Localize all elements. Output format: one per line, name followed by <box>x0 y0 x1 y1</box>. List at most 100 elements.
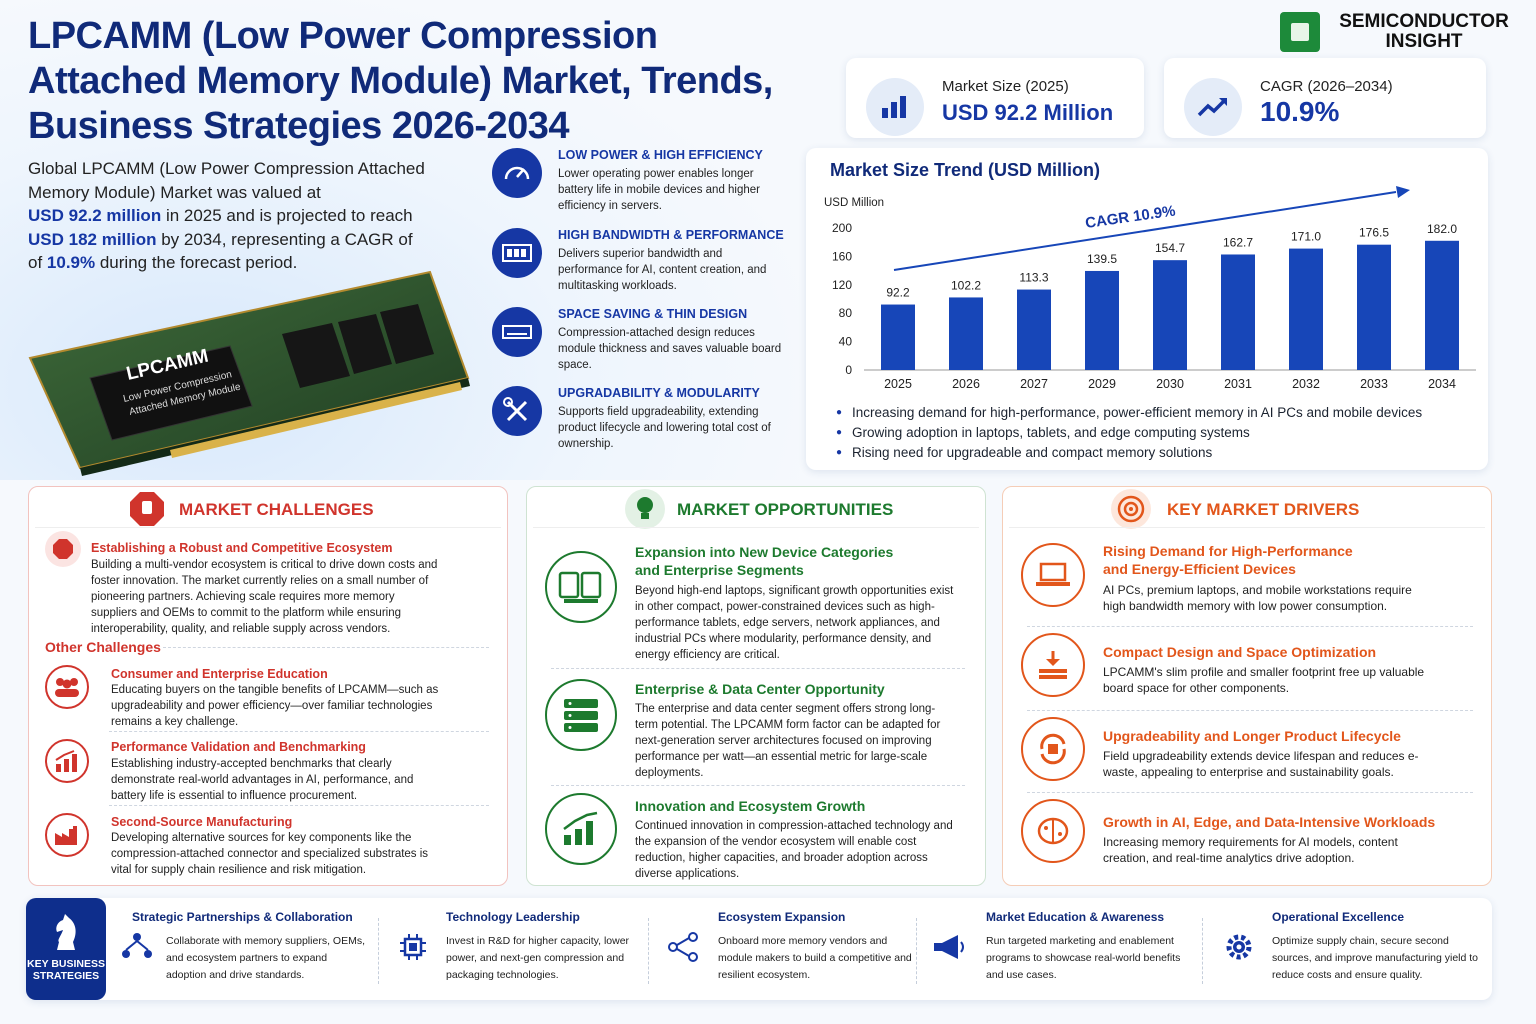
data-label: 92.2 <box>886 286 910 300</box>
bar <box>1289 248 1323 370</box>
data-label: 182.0 <box>1427 222 1457 236</box>
x-tick-label: 2030 <box>1156 377 1184 391</box>
logo-line-2: INSIGHT <box>1385 31 1463 52</box>
y-tick-label: 120 <box>832 278 852 292</box>
memory-icon <box>492 228 542 278</box>
devices-icon <box>545 551 617 623</box>
ecosystem-nodes-icon <box>666 930 700 964</box>
feature-title: SPACE SAVING & THIN DESIGN <box>558 307 748 321</box>
bar <box>1153 260 1187 370</box>
y-tick-label: 200 <box>832 221 852 235</box>
driver-desc: Field upgradeability extends device life… <box>1103 749 1419 779</box>
compress-icon <box>1021 633 1085 697</box>
strategy-desc: Run targeted marketing and enablement pr… <box>986 935 1181 981</box>
server-rack-icon <box>545 679 617 751</box>
driver-desc: Increasing memory requirements for AI mo… <box>1103 835 1398 865</box>
key-strategies-badge: KEY BUSINESS STRATEGIES <box>26 898 106 1000</box>
bar <box>1221 254 1255 370</box>
x-tick-label: 2034 <box>1428 377 1456 391</box>
feature-title: UPGRADABILITY & MODULARITY <box>558 386 760 400</box>
strategy-title: Ecosystem Expansion <box>718 910 846 924</box>
intro-paragraph: Global LPCAMM (Low Power Compression Att… <box>28 159 425 272</box>
data-label: 171.0 <box>1291 230 1321 244</box>
data-label: 139.5 <box>1087 252 1117 266</box>
ai-brain-icon <box>1021 799 1085 863</box>
factory-icon <box>45 813 89 857</box>
bar <box>1357 244 1391 370</box>
lightbulb-icon <box>625 489 665 529</box>
opportunities-panel: MARKET OPPORTUNITIES Expansion into New … <box>526 486 986 886</box>
driver-desc: AI PCs, premium laptops, and mobile work… <box>1103 583 1412 613</box>
feature-desc: Lower operating power enables longer bat… <box>558 168 761 212</box>
stat-label-market-size: Market Size (2025) <box>942 78 1069 95</box>
speedometer-icon <box>492 148 542 198</box>
megaphone-icon <box>932 930 966 964</box>
strategy-desc: Collaborate with memory suppliers, OEMs,… <box>166 935 365 981</box>
opportunity-desc: The enterprise and data center segment o… <box>635 703 941 779</box>
challenges-panel: MARKET CHALLENGES Establishing a Robust … <box>28 486 508 886</box>
feature-title: LOW POWER & HIGH EFFICIENCY <box>558 148 763 162</box>
chart-bullet: Rising need for upgradeable and compact … <box>836 445 1212 460</box>
strategy-title: Strategic Partnerships & Collaboration <box>132 910 353 924</box>
x-tick-label: 2029 <box>1088 377 1116 391</box>
stat-card-cagr: CAGR (2026–2034) 10.9% <box>1164 58 1486 138</box>
chart-title: Market Size Trend (USD Million) <box>830 160 1101 180</box>
feature-upgradability: UPGRADABILITY & MODULARITY Supports fiel… <box>492 386 792 458</box>
chart-bullet: Increasing demand for high-performance, … <box>836 405 1422 420</box>
laptop-icon <box>1021 543 1085 607</box>
opportunity-desc: Beyond high-end laptops, significant gro… <box>635 585 954 661</box>
chart-bullet: Growing adoption in laptops, tablets, an… <box>836 425 1250 440</box>
opportunity-title: Innovation and Ecosystem Growth <box>635 798 866 814</box>
gold-contacts <box>170 382 462 458</box>
bar <box>1017 289 1051 370</box>
chip-logo-icon <box>1280 12 1320 52</box>
y-tick-label: 160 <box>832 249 852 263</box>
strategy-desc: Onboard more memory vendors and module m… <box>718 935 912 981</box>
y-axis-label: USD Million <box>824 197 884 209</box>
tools-icon <box>492 386 542 436</box>
bar <box>881 304 915 370</box>
strategy-desc: Optimize supply chain, secure second sou… <box>1272 935 1479 981</box>
feature-desc: Compression-attached design reduces modu… <box>558 327 782 371</box>
stat-value-market-size: USD 92.2 Million <box>942 100 1114 125</box>
lpcamm-module-illustration: LPCAMM Low Power Compression Attached Me… <box>28 270 470 476</box>
strategy-title: Operational Excellence <box>1272 910 1405 924</box>
opportunities-title: MARKET OPPORTUNITIES <box>677 500 894 519</box>
driver-desc: LPCAMM's slim profile and smaller footpr… <box>1103 665 1425 695</box>
main-challenge-desc: Building a multi-vendor ecosystem is cri… <box>91 559 438 635</box>
feature-bandwidth: HIGH BANDWIDTH & PERFORMANCE Delivers su… <box>492 228 792 300</box>
opportunity-title: Enterprise & Data Center Opportunity <box>635 681 885 697</box>
trend-up-icon <box>1184 78 1242 136</box>
data-label: 154.7 <box>1155 241 1185 255</box>
cagr-trend-arrow <box>893 191 1397 271</box>
x-tick-label: 2025 <box>884 377 912 391</box>
driver-title-line-2: and Energy-Efficient Devices <box>1103 561 1296 577</box>
data-label: 102.2 <box>951 278 981 292</box>
intro-text-1: Global LPCAMM (Low Power Compression Att… <box>28 159 425 202</box>
x-tick-label: 2026 <box>952 377 980 391</box>
challenge-desc: Establishing industry-accepted benchmark… <box>111 758 414 802</box>
main-challenge-title: Establishing a Robust and Competitive Ec… <box>91 541 393 555</box>
challenge-desc: Educating buyers on the tangible benefit… <box>111 684 439 728</box>
intro-cagr: 10.9% <box>46 253 96 272</box>
chess-knight-icon <box>56 914 76 950</box>
data-label: 162.7 <box>1223 235 1253 249</box>
driver-title-line-1: Rising Demand for High-Performance <box>1103 543 1353 559</box>
intro-text-3: by 2034, representing a CAGR of <box>161 229 413 249</box>
driver-title: Compact Design and Space Optimization <box>1103 644 1377 660</box>
feature-desc: Supports field upgradeability, extending… <box>558 406 771 450</box>
growth-chart-icon <box>45 739 89 783</box>
stat-label-cagr: CAGR (2026–2034) <box>1260 78 1393 95</box>
x-tick-label: 2027 <box>1020 377 1048 391</box>
challenge-title: Second-Source Manufacturing <box>111 815 293 829</box>
x-tick-label: 2032 <box>1292 377 1320 391</box>
challenges-title: MARKET CHALLENGES <box>179 500 374 519</box>
market-size-bar-chart: USD Million 0 40 80 120 160 200 92.2 2025 102.2 20… <box>824 186 1476 391</box>
challenge-desc: Developing alternative sources for key c… <box>111 832 429 876</box>
feature-space-saving: SPACE SAVING & THIN DESIGN Compression-a… <box>492 307 792 379</box>
y-tick-label: 40 <box>839 335 853 349</box>
drivers-panel: KEY MARKET DRIVERS Rising Demand for Hig… <box>1002 486 1492 886</box>
logo-line-1: SEMICONDUCTOR <box>1339 11 1509 32</box>
strategy-title: Technology Leadership <box>446 910 580 924</box>
opportunity-desc: Continued innovation in compression-atta… <box>635 820 953 880</box>
